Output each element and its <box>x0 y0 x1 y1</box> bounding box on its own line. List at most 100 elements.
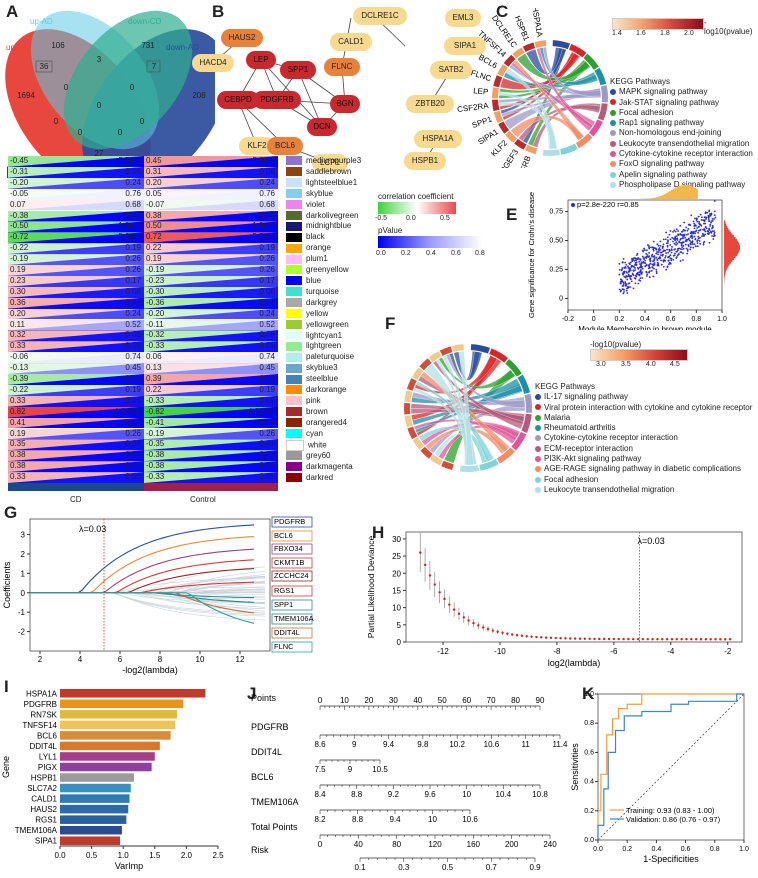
bar-category-label: TNFSF14 <box>22 721 57 730</box>
cv-point <box>612 637 616 641</box>
cv-point <box>467 619 470 622</box>
module-swatch <box>286 189 302 199</box>
heatmap-corr-triangle <box>8 450 144 462</box>
y-tick-label: 0.8 <box>584 720 594 727</box>
bar-lyl1 <box>60 752 155 761</box>
cv-point <box>530 635 533 638</box>
marginal-hist-bar <box>650 198 654 199</box>
kegg-legend-label: Rap1 signaling pathway <box>619 118 704 128</box>
heatmap-corr-triangle <box>144 286 278 298</box>
chord-gene-arc <box>430 454 443 466</box>
scatter-point <box>694 232 696 235</box>
nomogram-tick-label: 70 <box>487 696 496 705</box>
legend-c-tick: 2.0 <box>684 30 694 37</box>
nomogram-row-label: PDGFRB <box>251 722 289 732</box>
venn-highlight-box <box>35 60 53 73</box>
group-label-cd: CD <box>70 495 82 504</box>
y-tick-label: -2 <box>18 628 26 637</box>
scatter-point <box>678 240 681 243</box>
chord-pathway-arc <box>600 85 608 103</box>
x-tick-label: 0.5 <box>86 851 98 860</box>
kegg-legend-dot <box>535 435 541 442</box>
marginal-hist-bar <box>694 188 698 199</box>
chord-pathway-arc <box>470 344 491 354</box>
heatmap-corr-triangle <box>8 428 144 440</box>
marginal-hist-bar <box>661 195 666 199</box>
scatter-point <box>676 250 678 253</box>
heatmap-corr-value: 0.36 <box>10 297 26 307</box>
pvalue-tick: 0.4 <box>426 250 436 257</box>
x-tick-label: 0.4 <box>652 846 662 853</box>
nomogram-tick-label: 11 <box>522 740 531 749</box>
cv-point <box>709 638 712 641</box>
marginal-hist-bar <box>724 227 729 231</box>
panel-label-j: J <box>247 684 257 703</box>
heatmap-cell: -0.22 0.19 <box>8 243 144 255</box>
network-node-bgn: BGN <box>330 95 360 113</box>
scatter-point <box>708 231 711 234</box>
scatter-point <box>648 251 651 254</box>
module-list-item: brown <box>286 407 361 418</box>
legend-f-title: -log10(pvalue) <box>590 340 642 349</box>
nomogram-tick-label: 9 <box>352 740 357 749</box>
cv-point <box>598 637 601 641</box>
panel-label-e: E <box>506 205 518 224</box>
heatmap-corr-triangle <box>144 243 278 255</box>
module-name: mediumpurple3 <box>306 156 362 165</box>
chord-pathway-arc <box>560 143 578 155</box>
marginal-hist-bar <box>724 244 740 248</box>
marginal-hist-bar <box>724 257 734 261</box>
corr-legend-title: correlation coefficient <box>378 192 454 201</box>
scatter-point <box>691 243 694 246</box>
heatmap-corr-triangle <box>8 177 144 189</box>
heatmap-corr-value: -0.38 <box>146 450 165 460</box>
legend-f-tick: 3.5 <box>621 361 631 368</box>
scatter-point <box>661 247 664 250</box>
heatmap-pvalue: 1.9e-3 <box>118 221 141 231</box>
panel-label-k: K <box>582 684 595 703</box>
marginal-hist-bar <box>665 193 670 199</box>
scatter-point <box>636 252 639 255</box>
scatter-point <box>674 248 677 250</box>
gene-label-box <box>271 530 313 542</box>
scatter-point <box>622 283 625 285</box>
marginal-hist-bar <box>671 189 675 199</box>
scatter-point <box>628 262 631 265</box>
scatter-point <box>623 291 625 293</box>
scatter-point <box>628 274 631 277</box>
network-node-sipa1: SIPA1 <box>444 37 486 55</box>
marginal-hist-bar <box>652 198 656 199</box>
heatmap-corr-triangle <box>144 417 278 429</box>
cv-deviance-plot: λ=0.03 -12 -10 -8 -6 -4 -2 0 5 10 15 20 25 30 log2(lam… <box>366 531 743 668</box>
cv-point <box>690 638 693 641</box>
gene-label-box <box>271 516 313 528</box>
chord-pathway-arc <box>511 431 527 451</box>
scatter-point <box>675 257 678 259</box>
bar-category-label: HAUS2 <box>30 805 57 814</box>
marginal-hist-bar <box>724 238 737 242</box>
x-tick-label: -12 <box>437 647 449 656</box>
bar-haus2 <box>60 804 129 814</box>
bar-sipa1 <box>60 836 121 845</box>
chord-gene-arc <box>439 346 453 356</box>
scatter-point <box>713 218 715 220</box>
nomogram-tick-label: 9.8 <box>417 740 429 749</box>
heatmap-corr-triangle <box>144 384 278 396</box>
pvalue-tick: 0.6 <box>451 250 461 257</box>
nomogram-tick-label: 10 <box>340 696 349 705</box>
scatter-point <box>648 246 650 249</box>
scatter-point <box>630 280 633 283</box>
scatter-point <box>704 230 707 233</box>
heatmap-cell: -0.33 0.05 <box>144 395 278 407</box>
scatter-point <box>682 247 685 250</box>
pvalue-colorbar <box>378 236 482 248</box>
scatter-point <box>686 250 689 252</box>
heatmap-corr-value: -0.23 <box>146 275 165 285</box>
heatmap-corr-value: -0.22 <box>10 243 29 253</box>
scatter-point <box>694 224 697 226</box>
bar-slc7a2 <box>60 783 131 793</box>
kegg-legend-label: IL-17 signaling pathway <box>544 392 629 402</box>
network-node-eml3: EML3 <box>445 9 481 27</box>
scatter-point <box>682 237 685 239</box>
marginal-hist-bar <box>724 264 729 268</box>
